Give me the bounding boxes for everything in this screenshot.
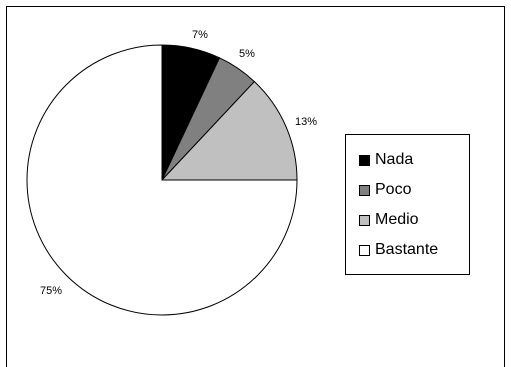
legend-item-bastante: Bastante — [346, 235, 469, 265]
legend-label-bastante: Bastante — [375, 241, 439, 258]
legend-swatch-poco — [359, 184, 370, 196]
pie-slice-bastante — [26, 44, 298, 316]
legend: Nada Poco Medio Bastante — [345, 134, 470, 275]
legend-label-medio: Medio — [375, 211, 419, 228]
slice-label-poco: 5% — [239, 48, 255, 60]
legend-swatch-medio — [359, 214, 370, 226]
slice-label-medio: 13% — [295, 116, 317, 128]
legend-item-nada: Nada — [346, 145, 469, 175]
pie-slice-medio — [160, 80, 298, 181]
legend-item-medio: Medio — [346, 205, 469, 235]
slice-label-nada: 7% — [192, 29, 208, 41]
legend-swatch-nada — [359, 154, 370, 166]
legend-label-nada: Nada — [375, 151, 414, 168]
chart-frame — [6, 6, 505, 367]
legend-swatch-bastante — [359, 244, 370, 256]
legend-label-poco: Poco — [375, 181, 412, 198]
slice-label-bastante: 75% — [40, 285, 62, 297]
legend-item-poco: Poco — [346, 175, 469, 205]
